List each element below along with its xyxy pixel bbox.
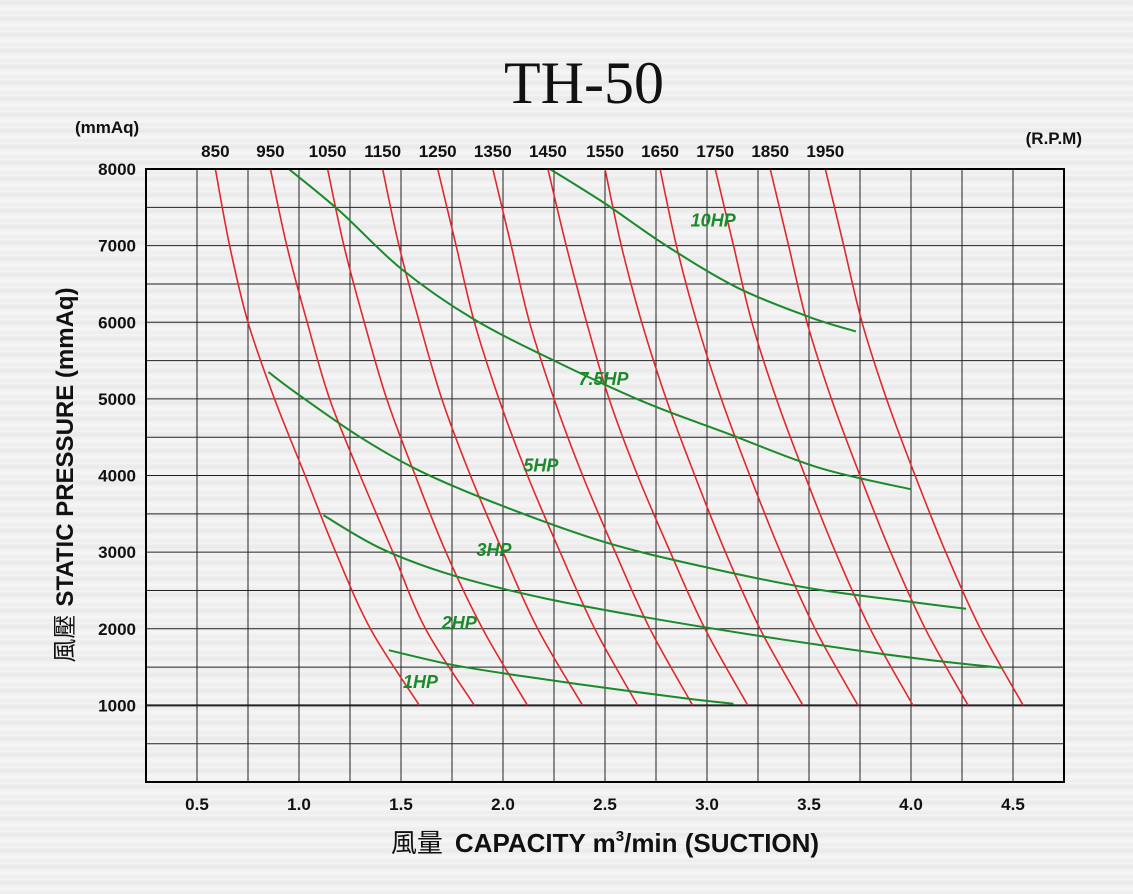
rpm-label: 1350 [474, 142, 512, 161]
rpm-label: 1550 [586, 142, 624, 161]
hp-curve [549, 168, 857, 333]
x-tick-label: 1.0 [287, 795, 311, 814]
rpm-curve [547, 168, 749, 706]
rpm-label: 1250 [419, 142, 457, 161]
rpm-label: 850 [201, 142, 229, 161]
y-tick-label: 2000 [98, 620, 136, 639]
rpm-curve [824, 168, 1024, 706]
x-axis-label: 風量 CAPACITY m3/min (SUCTION) [391, 828, 819, 859]
hp-curve [388, 649, 734, 705]
rpm-label: 1750 [696, 142, 734, 161]
rpm-labels: 850 950 1050 1150 1250 1350 1450 1550 1650 1750 18… [201, 142, 844, 161]
hp-label: 5HP [523, 456, 559, 476]
x-axis-label-main: CAPACITY m [455, 828, 616, 858]
y-tick-label: 4000 [98, 467, 136, 486]
rpm-label: 1850 [751, 142, 789, 161]
rpm-label: 1150 [364, 142, 401, 161]
x-tick-label: 4.5 [1001, 795, 1025, 814]
y-axis-label: 風壓 STATIC PRESSURE (mmAq) [51, 287, 79, 662]
y-tick-label: 6000 [98, 313, 136, 332]
x-tick-label: 1.5 [389, 795, 413, 814]
hp-label: 1HP [403, 672, 439, 692]
rpm-label: 950 [256, 142, 284, 161]
x-axis-label-sup: 3 [616, 828, 624, 845]
hp-curve [322, 514, 1003, 669]
x-tick-label: 4.0 [899, 795, 923, 814]
hp-label: 3HP [476, 540, 512, 560]
x-axis-label-cn: 風量 [391, 829, 443, 859]
rpm-curve [214, 168, 421, 706]
rpm-curve [436, 168, 639, 706]
rpm-curve [381, 168, 584, 706]
x-tick-label: 2.5 [593, 795, 617, 814]
x-axis-label-tail: /min (SUCTION) [624, 828, 819, 858]
y-axis-label-cn: 風壓 [51, 615, 79, 663]
x-tick-label: 2.0 [491, 795, 515, 814]
rpm-curve [269, 168, 476, 706]
hp-curves: 10HP 7.5HP 5HP 3HP 2HP 1HP [267, 168, 1003, 705]
rpm-label: 1050 [309, 142, 347, 161]
y-tick-label: 1000 [98, 696, 136, 715]
hp-label: 7.5HP [578, 369, 629, 389]
hp-curve [267, 371, 967, 610]
x-tick-label: 3.5 [797, 795, 821, 814]
grid [146, 169, 1064, 782]
y-axis-label-main: STATIC PRESSURE (mmAq) [52, 287, 79, 606]
rpm-curve [769, 168, 969, 706]
rpm-unit-label: (R.P.M) [1026, 129, 1082, 148]
rpm-curves [214, 168, 1024, 706]
rpm-curve [714, 168, 914, 706]
chart-title: TH-50 [504, 50, 664, 116]
rpm-curve [492, 168, 694, 706]
tick-labels: 0.5 1.0 1.5 2.0 2.5 3.0 3.5 4.0 4.5 1000 2000 3000 4… [98, 160, 1025, 814]
hp-label: 2HP [441, 613, 478, 633]
rpm-label: 1650 [641, 142, 679, 161]
rpm-label: 1950 [806, 142, 844, 161]
x-tick-label: 0.5 [185, 795, 209, 814]
plot-frame [145, 168, 1065, 783]
hp-curve [288, 168, 912, 491]
y-tick-label: 8000 [98, 160, 136, 179]
x-tick-label: 3.0 [695, 795, 719, 814]
rpm-curve [604, 168, 804, 706]
y-unit-label: (mmAq) [75, 118, 139, 137]
y-tick-label: 5000 [98, 390, 136, 409]
hp-label: 10HP [691, 210, 737, 230]
y-tick-label: 7000 [98, 237, 136, 256]
rpm-curve [326, 168, 529, 706]
rpm-curve [659, 168, 859, 706]
rpm-label: 1450 [529, 142, 567, 161]
y-tick-label: 3000 [98, 543, 136, 562]
